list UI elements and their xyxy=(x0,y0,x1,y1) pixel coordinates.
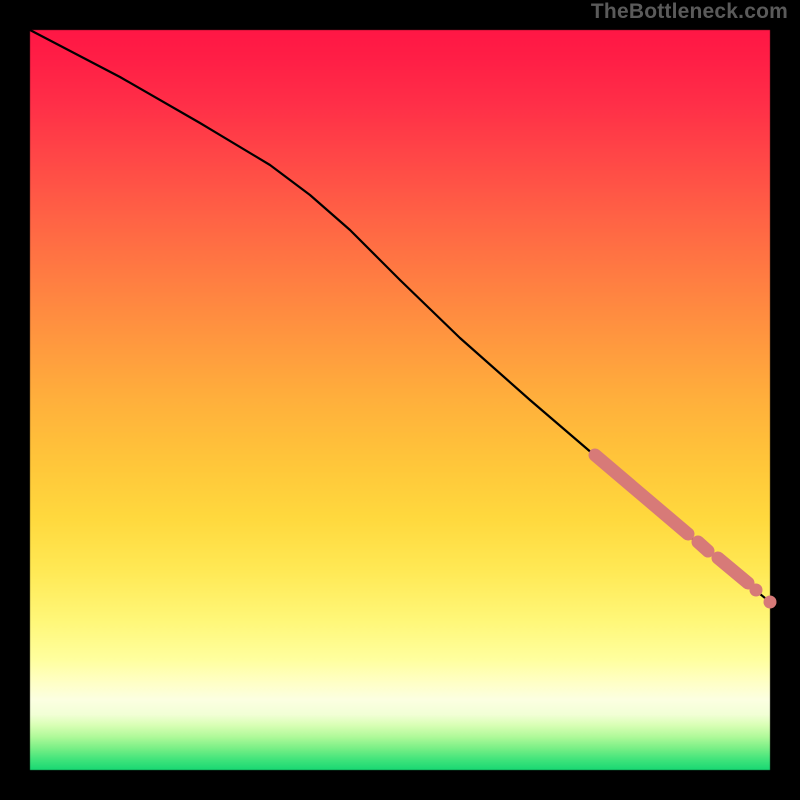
marker-dot xyxy=(750,584,763,597)
marker-dot xyxy=(764,596,777,609)
chart-overlay xyxy=(0,0,800,800)
marker-segment xyxy=(595,455,688,534)
marker-segment xyxy=(718,558,748,583)
marker-segment xyxy=(698,542,708,551)
attribution-label: TheBottleneck.com xyxy=(591,0,788,24)
chart-root: TheBottleneck.com xyxy=(0,0,800,800)
